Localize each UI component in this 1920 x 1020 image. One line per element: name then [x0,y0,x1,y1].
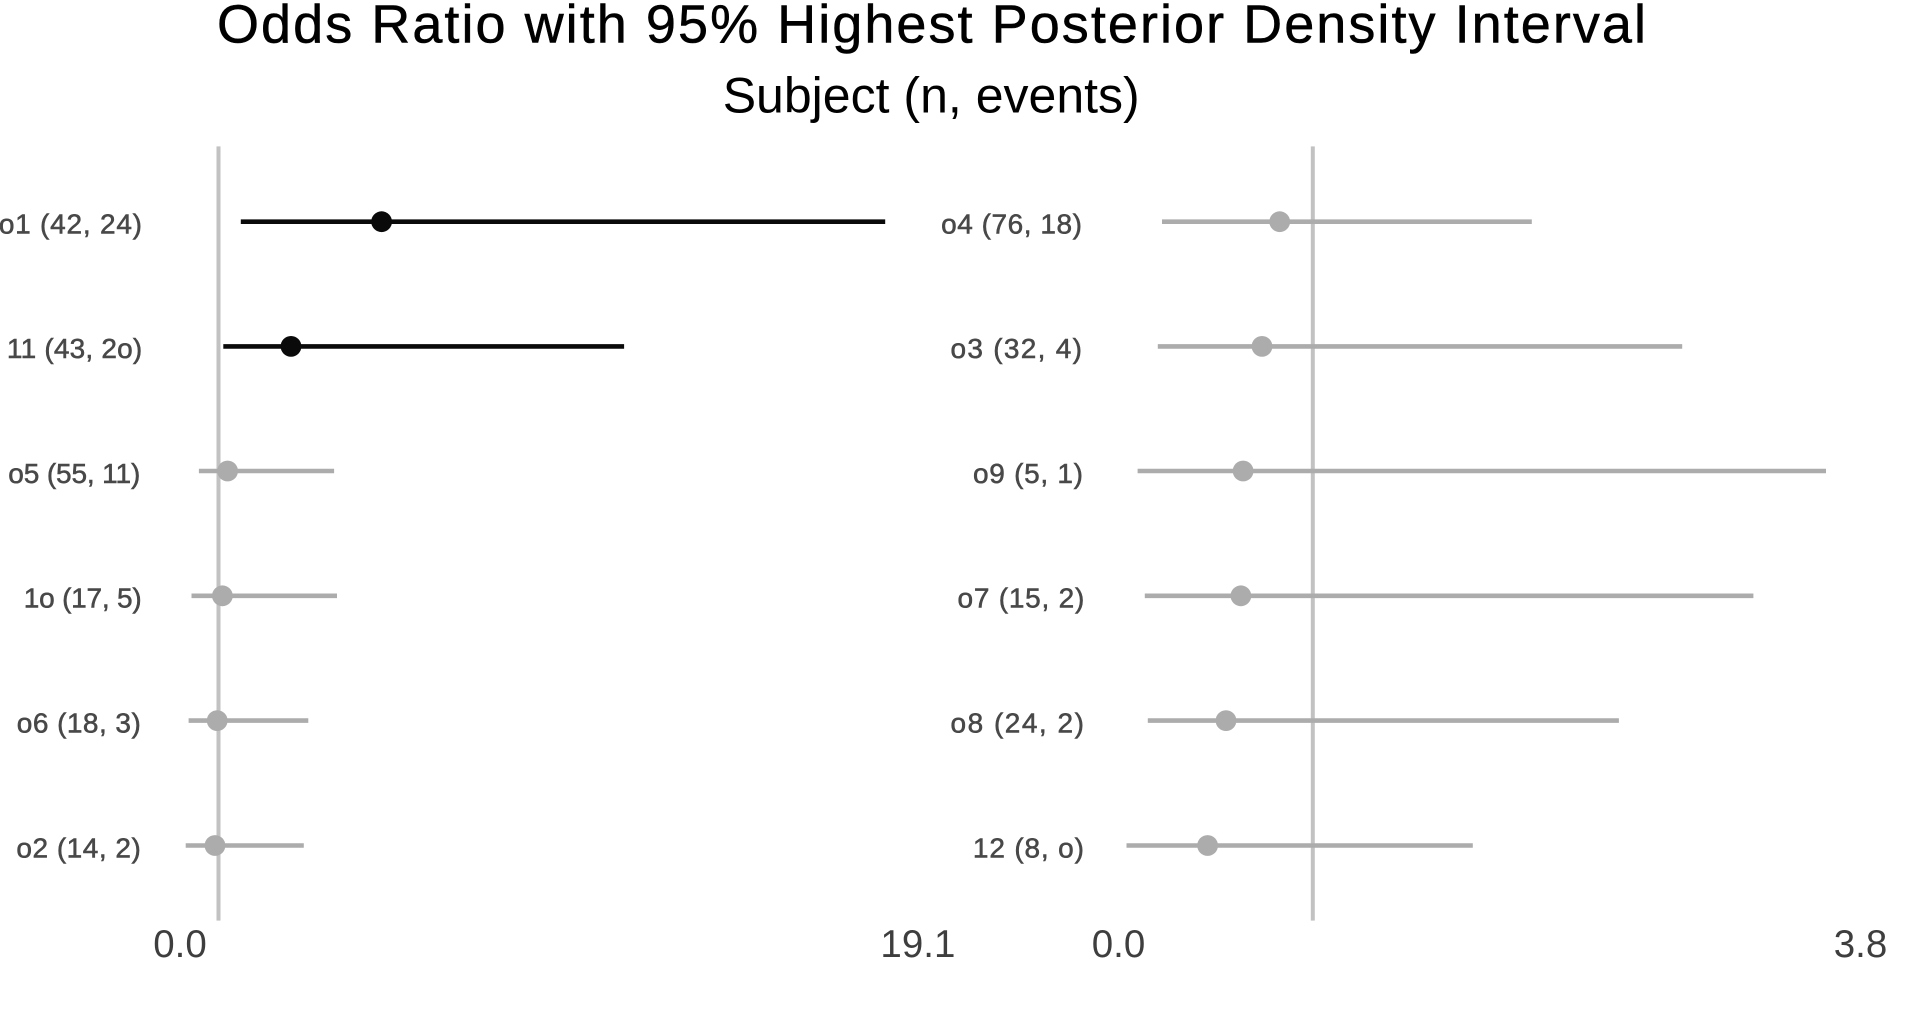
svg-text:Subject (n, events): Subject (n, events) [723,68,1140,124]
svg-text:o9 (5, 1): o9 (5, 1) [973,458,1083,489]
svg-text:o2 (14, 2): o2 (14, 2) [16,832,140,863]
svg-text:1o (17, 5): 1o (17, 5) [24,583,142,614]
svg-text:0.0: 0.0 [153,923,207,966]
svg-text:o3 (32, 4): o3 (32, 4) [951,333,1083,364]
svg-text:o8 (24, 2): o8 (24, 2) [951,708,1084,739]
svg-text:o6 (18, 3): o6 (18, 3) [17,708,141,739]
svg-text:o5 (55, 11): o5 (55, 11) [8,458,140,489]
svg-text:o1 (42, 24): o1 (42, 24) [0,209,142,240]
svg-text:o7 (15, 2): o7 (15, 2) [958,583,1085,614]
svg-text:3.8: 3.8 [1834,923,1888,966]
svg-text:Odds Ratio with 95% Highest Po: Odds Ratio with 95% Highest Posterior De… [217,0,1646,55]
svg-text:0.0: 0.0 [1092,923,1146,966]
svg-text:11 (43, 2o): 11 (43, 2o) [7,333,142,364]
svg-text:o4 (76, 18): o4 (76, 18) [941,209,1082,240]
svg-text:12 (8, o): 12 (8, o) [973,832,1084,863]
svg-text:19.1: 19.1 [880,923,955,966]
